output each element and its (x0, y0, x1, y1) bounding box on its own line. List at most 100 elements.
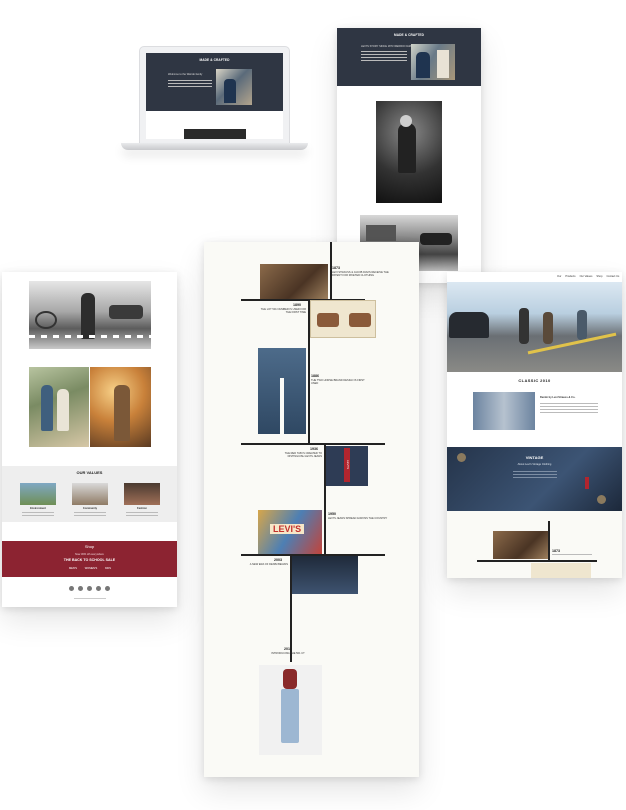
vintage-heading: VINTAGE (525, 455, 544, 460)
mobile-hero-banner: MADE & CRAFTED LEVI'S STORY SINCE 1873 W… (337, 28, 481, 86)
car-shape (420, 233, 452, 245)
model-top (283, 669, 297, 689)
red-tab-photo: LEVI'S (326, 446, 368, 486)
event-year-1936: 1936 (310, 447, 318, 451)
skateboard-hero-photo (447, 282, 622, 372)
event-text-1936: THE RED TAB IS CREATED TO DISTINGUISH LE… (284, 452, 322, 459)
leather-patch-photo (493, 531, 549, 559)
couple-outdoor-photo (29, 367, 89, 447)
twitter-icon[interactable] (78, 586, 83, 591)
classic-page-card: Our Products Our Values Shop Contact Us … (447, 272, 622, 578)
red-tab (585, 477, 589, 489)
laptop-hero-banner: MADE & CRAFTED Welcome to the Weirdo fam… (146, 53, 283, 111)
two-horse-label (310, 300, 376, 338)
nav-our[interactable]: Our (557, 275, 562, 278)
person-figure (224, 79, 236, 103)
vintage-jeans-photo (258, 348, 306, 434)
timeline-axis (308, 300, 310, 444)
laptop-hero-photo (216, 69, 252, 105)
car-shape (109, 305, 143, 319)
value-image-fashion (124, 483, 160, 505)
value-image-environment (20, 483, 56, 505)
mobile-paragraph (361, 51, 407, 63)
timeline-divider (241, 554, 385, 556)
laptop-heading: MADE & CRAFTED (199, 58, 230, 62)
value-image-community (72, 483, 108, 505)
feature-paragraph (540, 403, 598, 415)
vintage-subheading: About Levi's Vintage Clothing (517, 463, 552, 466)
vintage-paragraph (513, 471, 557, 480)
facebook-icon[interactable] (69, 586, 74, 591)
event-text-2015: INTRODUCING THE 501 CT (271, 652, 305, 655)
car-shape (449, 312, 489, 338)
nav-shop[interactable]: Shop (596, 275, 603, 278)
value-label-community: Community (82, 507, 98, 510)
timeline-axis (330, 242, 332, 300)
person-figure (41, 385, 53, 431)
timeline-divider (241, 299, 365, 301)
promo-title: THE BACK TO SCHOOL SALE (63, 558, 116, 562)
timeline-page-card: 1873 LEVI STRAUSS & JACOB DAVIS RECEIVE … (204, 242, 419, 777)
promo-banner: Shop Now 30% off everywhere THE BACK TO … (2, 541, 177, 577)
event-year-1950: 1950 (328, 512, 336, 516)
top-nav: Our Products Our Values Shop Contact Us (557, 275, 619, 278)
event-text-1873: LEVI STRAUSS & JACOB DAVIS RECEIVE THE P… (332, 271, 389, 278)
values-page-card: OUR VALUES Environment Community Fashion… (2, 272, 177, 607)
event-year-1873: 1873 (332, 266, 340, 270)
person-figure (114, 385, 130, 441)
model-jeans-photo (259, 665, 322, 755)
mobile-subheading: LEVI'S STORY SINCE 1873 WEIRDO FAMILY (361, 45, 415, 48)
vintage-poster: LEVI'S (258, 510, 322, 554)
pinterest-icon[interactable] (96, 586, 101, 591)
promo-small-text: Now 30% off everywhere (75, 553, 104, 556)
promo-link-women[interactable]: WOMEN'S (84, 567, 98, 570)
laptop-mockup: MADE & CRAFTED Welcome to the Weirdo fam… (139, 46, 290, 144)
street-crossing-photo (29, 281, 151, 349)
mini-event-year: 1873 (552, 549, 560, 553)
promo-link-men[interactable]: MEN'S (69, 567, 77, 570)
shop-label: Shop (84, 544, 95, 549)
event-year-2003: 2003 (274, 558, 282, 562)
person-figure (81, 293, 95, 339)
laptop-subheading: Welcome to the Weirdo family (168, 73, 203, 76)
nav-values[interactable]: Our Values (579, 275, 593, 278)
footer-copyright-line (74, 598, 106, 599)
mini-event-text (552, 554, 592, 557)
values-heading: OUR VALUES (76, 470, 103, 475)
nav-products[interactable]: Products (565, 275, 576, 278)
event-text-2003: A NEW ERA OF DENIM BEGINS (249, 563, 288, 566)
sunlight-portrait-photo (90, 367, 151, 447)
value-label-fashion: Fashion (137, 507, 147, 510)
value-desc-community (74, 512, 106, 518)
road-line (527, 332, 617, 355)
dark-denim-photo (292, 556, 358, 594)
timeline-divider (477, 560, 597, 562)
mobile-page-card: MADE & CRAFTED LEVI'S STORY SINCE 1873 W… (337, 28, 481, 283)
event-year-1890: 1890 (293, 303, 301, 307)
skater-figure (519, 308, 529, 344)
laptop-paragraph (168, 80, 212, 89)
laptop-base (121, 143, 308, 150)
person-figure (416, 52, 430, 78)
event-text-1890: THE LOT 501 NUMBER IS USED FOR THE FIRST… (260, 308, 306, 315)
value-desc-environment (22, 512, 54, 518)
event-year-2015: 2015 (284, 647, 292, 651)
mobile-hero-photo (411, 44, 455, 80)
poster-logo: LEVI'S (270, 524, 305, 534)
classic-heading: CLASSIC 2010 (518, 378, 551, 383)
timeline-axis (324, 444, 326, 554)
timeline-axis (548, 521, 550, 561)
vintage-denim-banner: VINTAGE About Levi's Vintage Clothing (447, 447, 622, 511)
model-jeans (281, 689, 299, 743)
feature-title: Denim by Levi Strauss & Co. (540, 396, 576, 399)
instagram-icon[interactable] (87, 586, 92, 591)
youtube-icon[interactable] (105, 586, 110, 591)
nav-contact[interactable]: Contact Us (606, 275, 620, 278)
timeline-divider (241, 443, 385, 445)
skater-figure (577, 310, 587, 340)
promo-links: MEN'S WOMEN'S KIDS (69, 567, 111, 570)
promo-link-kids[interactable]: KIDS (104, 567, 111, 570)
event-text-1950: LEVI'S JEANS SPREAD ACROSS THE COUNTRY (328, 517, 388, 520)
crosswalk (29, 335, 151, 338)
mobile-heading: MADE & CRAFTED (393, 33, 425, 37)
